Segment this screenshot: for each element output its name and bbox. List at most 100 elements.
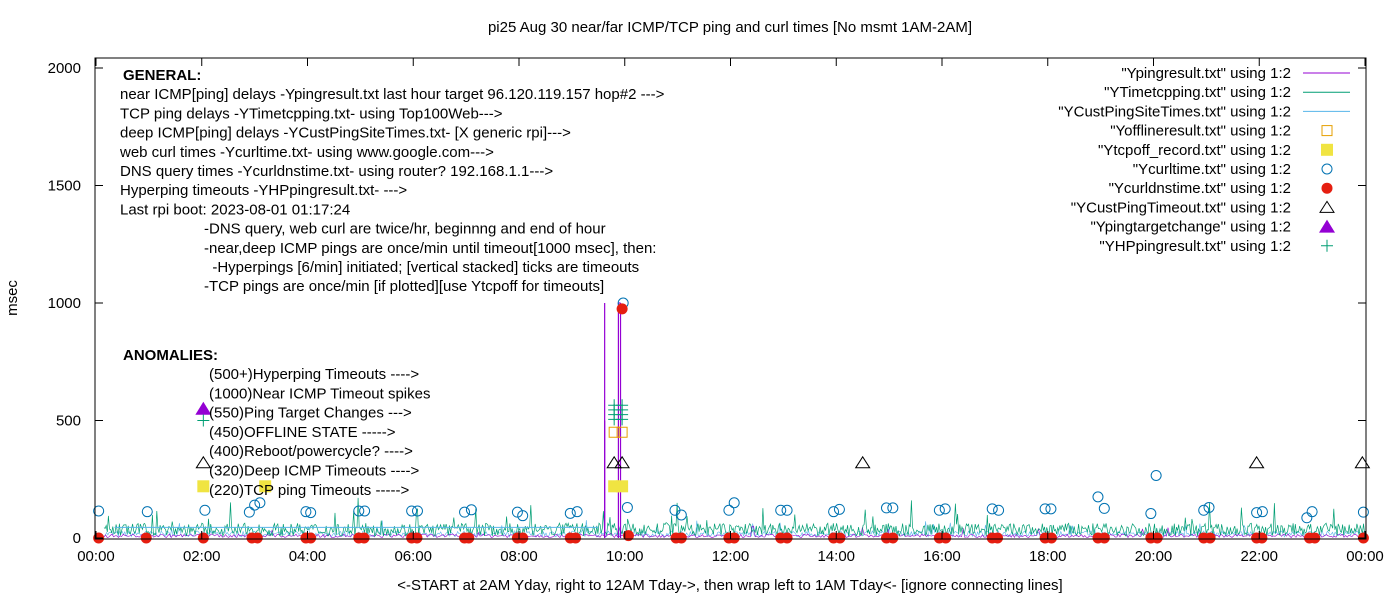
x-tick-label: 14:00 <box>817 548 855 565</box>
curl-time-point <box>833 503 845 515</box>
legend-marker-swatch <box>1319 200 1335 213</box>
curl-time-point <box>564 507 576 519</box>
dns-time-point <box>517 532 529 544</box>
deep-icmp-timeout-point <box>854 455 871 469</box>
curl-time-point <box>517 510 529 522</box>
curl-time-point <box>775 504 787 516</box>
anomaly-note: (400)Reboot/powercycle? ----> <box>209 443 413 460</box>
curl-time-point <box>1301 512 1313 524</box>
deep-icmp-timeout-point <box>1248 455 1265 469</box>
dns-time-point <box>1309 532 1321 544</box>
legend-marker-swatch <box>1321 182 1333 194</box>
dns-time-point <box>616 303 628 315</box>
dns-time-point <box>197 532 209 544</box>
tcp-ping-timeout-point <box>259 480 272 493</box>
dns-time-point <box>940 532 952 544</box>
curl-time-point <box>465 504 477 516</box>
x-tick-label: 10:00 <box>606 548 644 565</box>
curl-time-point <box>353 505 365 517</box>
deep-icmp-timeout-point <box>614 455 631 469</box>
legend-marker-swatch <box>1321 143 1333 156</box>
tcp-ping-timeout-point <box>616 480 629 493</box>
general-note: -DNS query, web curl are twice/hr, begin… <box>204 221 606 238</box>
anomalies-heading: ANOMALIES: <box>123 347 218 364</box>
general-note: -near,deep ICMP pings are once/min until… <box>204 240 656 257</box>
curl-time-point <box>1306 506 1318 518</box>
annotation-notes: GENERAL: near ICMP[ping] delays -Ypingres… <box>119 67 665 499</box>
plot-area <box>93 297 1371 544</box>
tcp-ping-timeout-point <box>197 480 210 493</box>
dns-time-point <box>675 532 687 544</box>
curl-time-point <box>1251 507 1263 519</box>
legend-label: "Ytcpoff_record.txt" using 1:2 <box>1098 142 1291 159</box>
x-tick-label: 12:00 <box>712 548 750 565</box>
curl-time-point <box>1145 508 1157 520</box>
deep-icmp-timeout-point <box>606 455 623 469</box>
y-tick-label: 1000 <box>48 295 81 312</box>
dns-time-point <box>887 532 899 544</box>
legend-label: "Ypingresult.txt" using 1:2 <box>1121 65 1291 82</box>
axis-ticks: 00:00 02:00 04:00 06:00 08:00 10:00 12:00 14:00… <box>48 58 1384 565</box>
deep-icmp-timeout-point <box>195 455 212 469</box>
curl-time-point <box>1150 469 1162 481</box>
curl-time-point <box>300 506 312 518</box>
curl-time-point <box>728 497 740 509</box>
legend-label: "YHPpingresult.txt" using 1:2 <box>1099 238 1291 255</box>
curl-time-point <box>939 503 951 515</box>
hyperping-timeout-point <box>197 414 210 427</box>
anomaly-note: (1000)Near ICMP Timeout spikes <box>209 385 430 402</box>
dns-time-point <box>570 532 582 544</box>
legend-label: "Ycurltime.txt" using 1:2 <box>1133 161 1291 178</box>
tcp-ping-line <box>103 497 1365 538</box>
dns-time-point <box>1151 532 1163 544</box>
dns-time-point <box>1045 532 1057 544</box>
curl-time-point <box>359 505 371 517</box>
curl-time-point <box>1045 503 1057 515</box>
curl-time-point <box>243 506 255 518</box>
ping-target-change-point <box>195 401 212 415</box>
x-tick-label: 22:00 <box>1240 548 1278 565</box>
y-tick-label: 0 <box>73 530 81 547</box>
dns-time-point <box>140 532 152 544</box>
dns-time-point <box>1098 532 1110 544</box>
chart-title: pi25 Aug 30 near/far ICMP/TCP ping and c… <box>488 19 972 36</box>
general-note: web curl times -Ycurltime.txt- using www… <box>119 144 494 161</box>
legend-marker-swatch <box>1321 239 1333 252</box>
dns-time-point <box>305 532 317 544</box>
legend-label: "YCustPingTimeout.txt" using 1:2 <box>1071 199 1291 216</box>
curl-time-point <box>993 504 1005 516</box>
curl-time-point <box>887 502 899 514</box>
curl-time-point <box>723 504 735 516</box>
dns-time-point <box>622 530 634 542</box>
curl-time-point <box>1256 506 1268 518</box>
curl-time-point <box>828 506 840 518</box>
legend-label: "Ypingtargetchange" using 1:2 <box>1090 219 1291 236</box>
curl-time-point <box>141 506 153 518</box>
x-tick-label: 18:00 <box>1029 548 1067 565</box>
dns-time-point <box>992 532 1004 544</box>
general-note: DNS query times -Ycurldnstime.txt- using… <box>120 163 553 180</box>
curl-time-point <box>459 506 471 518</box>
y-tick-label: 1500 <box>48 178 81 195</box>
dns-time-point <box>463 532 475 544</box>
dns-time-point <box>1204 532 1216 544</box>
dns-time-point <box>251 532 263 544</box>
curl-time-point <box>675 509 687 521</box>
curl-time-point <box>411 505 423 517</box>
deep-icmp-timeout-point <box>1354 455 1371 469</box>
x-tick-label: 04:00 <box>289 548 327 565</box>
curl-time-point <box>199 504 211 516</box>
legend-label: "Yofflineresult.txt" using 1:2 <box>1110 123 1291 140</box>
offline-state-point <box>616 426 628 438</box>
hyperping-timeout-point <box>616 399 629 412</box>
legend-marker-swatch <box>1319 219 1335 233</box>
general-note: near ICMP[ping] delays -Ypingresult.txt … <box>120 86 665 103</box>
legend-marker-swatch <box>1321 163 1333 175</box>
legend-marker-swatch <box>1321 125 1333 137</box>
anomaly-note: (220)TCP ping Timeouts -----> <box>209 482 409 499</box>
y-tick-label: 2000 <box>48 60 81 77</box>
x-axis-label: <-START at 2AM Yday, right to 12AM Tday-… <box>397 577 1062 594</box>
general-note: -Hyperpings [6/min] initiated; [vertical… <box>204 259 639 276</box>
x-tick-label: 06:00 <box>394 548 432 565</box>
x-tick-label: 20:00 <box>1135 548 1173 565</box>
